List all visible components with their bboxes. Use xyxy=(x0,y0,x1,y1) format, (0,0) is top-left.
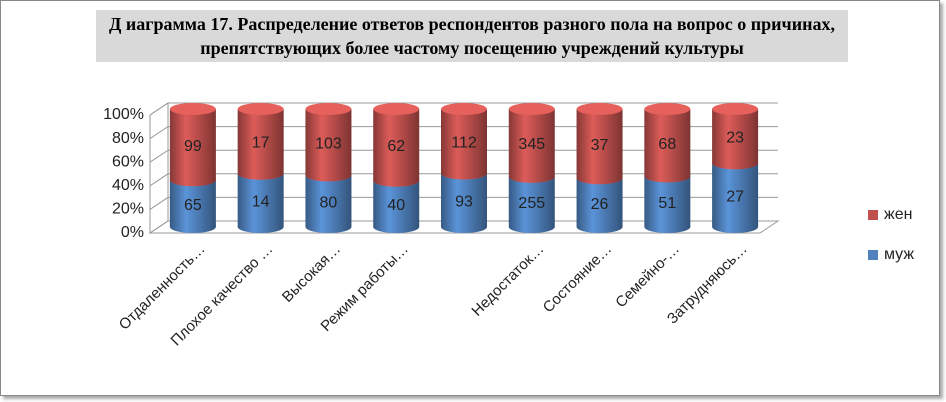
chart-title: Д иаграмма 17. Распределение ответов рес… xyxy=(96,10,848,62)
legend-swatch xyxy=(868,210,878,220)
data-label: 99 xyxy=(184,138,202,155)
cylinder-top xyxy=(712,103,759,115)
y-tick-label: 20% xyxy=(112,201,144,218)
bar xyxy=(508,176,555,227)
data-label: 65 xyxy=(184,197,202,214)
data-label: 255 xyxy=(518,195,545,212)
bar xyxy=(712,109,759,164)
grid-line xyxy=(149,102,778,116)
bar xyxy=(576,178,623,227)
back-wall xyxy=(149,102,169,234)
bar xyxy=(169,180,216,227)
grid-line xyxy=(149,220,778,234)
cylinder-top xyxy=(508,103,555,115)
data-label: 112 xyxy=(451,134,477,151)
data-label: 14 xyxy=(252,194,270,211)
x-tick-label: Семейно-… xyxy=(612,241,683,312)
legend-swatch xyxy=(868,250,878,260)
x-tick-label: Состояние… xyxy=(540,241,616,317)
cylinder-top xyxy=(576,103,623,115)
cylinder-top xyxy=(305,103,352,115)
data-label: 93 xyxy=(455,193,473,210)
x-tick-label: Недостаток… xyxy=(468,241,547,320)
cylinder-top xyxy=(237,103,284,115)
bar xyxy=(305,109,352,176)
data-label: 26 xyxy=(591,196,609,213)
grid-line xyxy=(149,149,778,163)
data-label: 37 xyxy=(591,137,609,154)
data-label: 62 xyxy=(387,138,405,155)
x-tick-label: Высокая… xyxy=(279,241,344,306)
legend-label: муж xyxy=(884,246,914,263)
data-label: 103 xyxy=(315,135,342,152)
bar xyxy=(441,109,487,174)
y-tick-label: 100% xyxy=(103,106,144,123)
data-label: 40 xyxy=(387,197,405,214)
bar xyxy=(508,109,555,177)
data-label: 51 xyxy=(658,195,676,212)
y-tick-label: 80% xyxy=(112,130,144,147)
grid-line xyxy=(149,126,778,140)
y-tick-label: 0% xyxy=(121,224,144,241)
bar xyxy=(373,109,420,181)
cylinder-top xyxy=(441,103,487,115)
bar xyxy=(644,176,691,227)
bar xyxy=(237,109,284,174)
bar xyxy=(373,180,420,227)
cylinder-top xyxy=(373,103,420,115)
bar xyxy=(441,173,487,227)
grid-line xyxy=(149,196,778,210)
y-tick-label: 40% xyxy=(112,177,144,194)
cylinder-top xyxy=(644,103,691,115)
data-label: 345 xyxy=(518,136,545,153)
grid-line xyxy=(149,173,778,187)
data-label: 17 xyxy=(252,135,270,152)
cylinder-top xyxy=(169,103,216,115)
bar xyxy=(237,173,284,227)
data-label: 23 xyxy=(726,129,744,146)
bar xyxy=(305,175,352,227)
data-label: 80 xyxy=(320,194,338,211)
bar xyxy=(576,109,623,179)
bar xyxy=(169,109,216,181)
bar xyxy=(644,109,691,177)
legend-label: жен xyxy=(884,206,912,223)
bar xyxy=(712,163,759,227)
y-tick-label: 60% xyxy=(112,153,144,170)
data-label: 27 xyxy=(726,188,744,205)
data-label: 68 xyxy=(658,136,676,153)
